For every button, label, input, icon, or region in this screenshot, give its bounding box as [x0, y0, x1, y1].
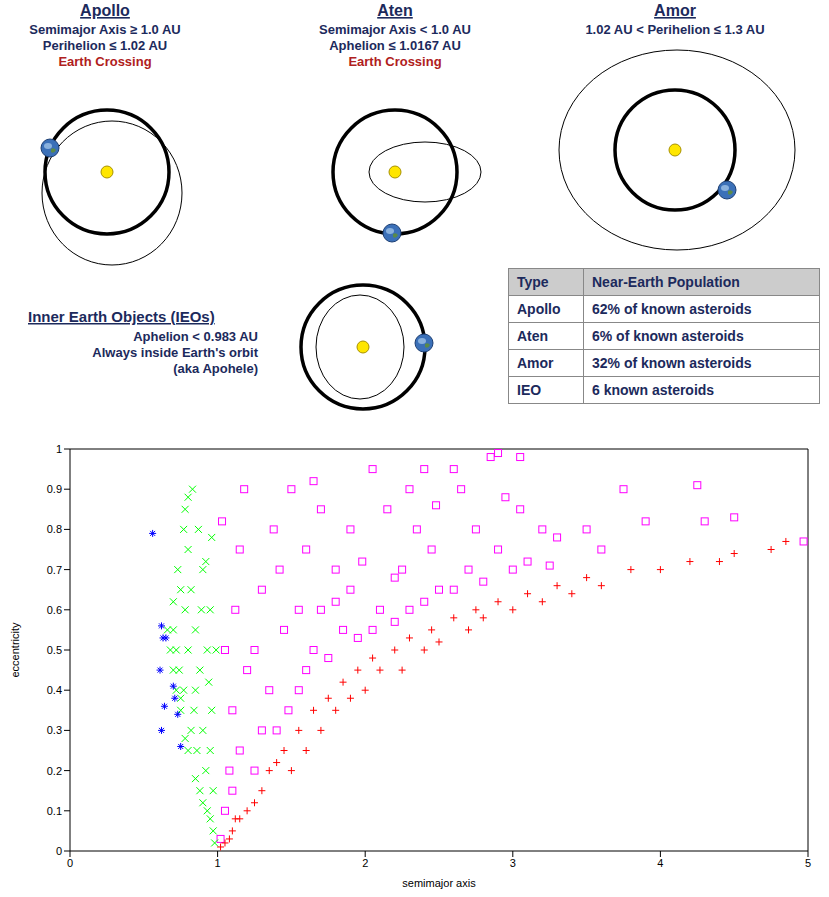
html-text:Amor: Amor [517, 355, 554, 371]
svg-text:Aten: Aten [377, 2, 413, 19]
html-text:IEO: IEO [517, 382, 542, 398]
svg-text:3: 3 [510, 857, 516, 869]
html-text:6 known asteroids: 6 known asteroids [592, 382, 715, 398]
svg-text:2: 2 [362, 857, 368, 869]
svg-text:Perihelion ≤ 1.02 AU: Perihelion ≤ 1.02 AU [43, 38, 167, 53]
html-text:Type: Type [517, 274, 549, 290]
svg-text:Apollo: Apollo [80, 2, 130, 19]
svg-text:0.6: 0.6 [47, 604, 62, 616]
svg-text:0.8: 0.8 [47, 523, 62, 535]
html-text:6% of known asteroids: 6% of known asteroids [592, 328, 744, 344]
svg-text:Earth Crossing: Earth Crossing [348, 54, 441, 69]
svg-text:Semimajor Axis < 1.0 AU: Semimajor Axis < 1.0 AU [319, 22, 471, 37]
svg-text:Aphelion < 0.983 AU: Aphelion < 0.983 AU [133, 329, 258, 344]
svg-text:Aphelion ≤ 1.0167 AU: Aphelion ≤ 1.0167 AU [329, 38, 461, 53]
svg-text:0: 0 [67, 857, 73, 869]
svg-text:Always inside Earth's orbit: Always inside Earth's orbit [92, 345, 258, 360]
svg-text:1: 1 [56, 443, 62, 455]
svg-text:Amor: Amor [654, 2, 696, 19]
svg-text:eccentricity: eccentricity [9, 622, 21, 678]
html-text:Aten: Aten [517, 328, 549, 344]
svg-text:0.5: 0.5 [47, 644, 62, 656]
svg-text:0.2: 0.2 [47, 765, 62, 777]
svg-text:Semimajor Axis ≥ 1.0 AU: Semimajor Axis ≥ 1.0 AU [29, 22, 180, 37]
svg-text:Inner Earth Objects (IEOs): Inner Earth Objects (IEOs) [28, 308, 215, 325]
svg-text:5: 5 [805, 857, 811, 869]
svg-text:0: 0 [56, 845, 62, 857]
svg-text:1: 1 [215, 857, 221, 869]
html-text:32% of known asteroids: 32% of known asteroids [592, 355, 752, 371]
svg-text:0.3: 0.3 [47, 724, 62, 736]
svg-text:Earth Crossing: Earth Crossing [58, 54, 151, 69]
svg-text:semimajor axis: semimajor axis [402, 877, 476, 889]
svg-text:0.7: 0.7 [47, 564, 62, 576]
svg-text:0.9: 0.9 [47, 483, 62, 495]
svg-text:0.4: 0.4 [47, 684, 62, 696]
svg-text:4: 4 [657, 857, 663, 869]
svg-text:1.02 AU < Perihelion ≤ 1.3 AU: 1.02 AU < Perihelion ≤ 1.3 AU [585, 22, 764, 37]
svg-text:(aka Apohele): (aka Apohele) [173, 361, 258, 376]
svg-text:0.1: 0.1 [47, 805, 62, 817]
html-text:Apollo: Apollo [517, 301, 561, 317]
html-text:62% of known asteroids: 62% of known asteroids [592, 301, 752, 317]
html-text:Near-Earth Population: Near-Earth Population [592, 274, 740, 290]
